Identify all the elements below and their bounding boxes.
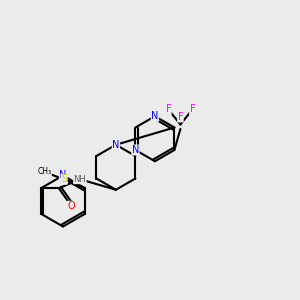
Text: F: F (190, 104, 195, 115)
Text: N: N (151, 111, 159, 121)
Text: N: N (132, 145, 139, 155)
Text: O: O (67, 201, 75, 211)
Text: CH₃: CH₃ (38, 167, 52, 176)
Text: F: F (166, 104, 171, 115)
Text: F: F (178, 112, 183, 122)
Text: N: N (112, 140, 120, 150)
Text: N: N (59, 170, 67, 181)
Text: S: S (61, 174, 67, 184)
Text: NH: NH (74, 175, 86, 184)
